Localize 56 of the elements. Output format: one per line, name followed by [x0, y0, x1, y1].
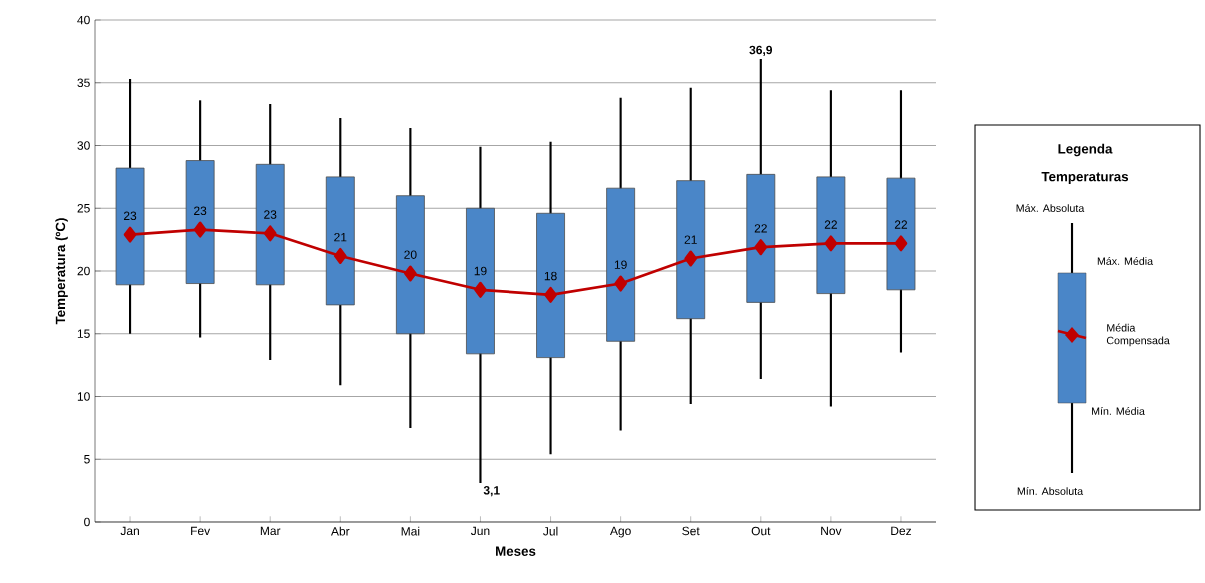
x-tick-label: Mai	[401, 526, 420, 536]
text: Média Compensada	[1106, 323, 1170, 347]
y-tick-label: 30	[77, 141, 90, 150]
text: Mín. Absoluta	[1017, 487, 1084, 495]
point	[123, 226, 137, 243]
x-tick-label: Nov	[821, 526, 842, 536]
data-label: 21	[334, 232, 347, 242]
y-tick-label: 35	[77, 78, 90, 88]
data-label: 22	[824, 220, 837, 229]
y-tick-label: 40	[77, 15, 90, 25]
data-label: 20	[404, 250, 417, 259]
text: Mín. Média	[1092, 407, 1145, 415]
x-tick-label: Jul	[543, 526, 558, 536]
x-tick-label: Mar	[260, 526, 281, 536]
point	[544, 286, 557, 303]
data-label: 22	[754, 224, 767, 233]
point	[193, 221, 207, 238]
y-tick-label: 0	[84, 517, 90, 527]
y-tick-label: 10	[77, 392, 90, 401]
data-label: 22	[894, 220, 908, 229]
point	[474, 281, 487, 298]
y-tick-label: 5	[84, 455, 90, 464]
legend-title: Legenda	[1058, 143, 1113, 157]
annotation: 36,9	[749, 45, 773, 56]
point	[684, 250, 698, 267]
point	[754, 239, 768, 256]
x-tick-label: Jan	[120, 526, 139, 536]
data-label: 23	[123, 211, 137, 221]
y-tick-label: 25	[77, 204, 90, 213]
text: Máx. Absoluta	[1016, 204, 1085, 212]
x-tick-label: Set	[682, 526, 700, 536]
annotation: 3,1	[483, 486, 500, 497]
y-tick-label: 15	[77, 329, 90, 338]
text: Temperaturas	[1041, 172, 1129, 184]
point	[894, 235, 908, 252]
data-label: 19	[614, 260, 627, 269]
x-tick-label: Dez	[891, 526, 912, 536]
x-axis-title: Meses	[496, 546, 536, 556]
data-label: 19	[474, 266, 487, 276]
data-label: 21	[684, 235, 697, 244]
text: Máx. Média	[1097, 257, 1154, 265]
data-label: 18	[544, 271, 557, 281]
point	[333, 247, 347, 264]
x-tick-label: Abr	[330, 526, 350, 536]
point	[263, 225, 277, 242]
x-tick-label: Out	[751, 526, 771, 536]
x-tick-label: Fev	[191, 526, 211, 536]
point	[404, 265, 417, 282]
point	[824, 235, 838, 252]
x-tick-label: Ago	[609, 526, 631, 538]
y-axis-title: Temperatura (ºC)	[55, 218, 68, 325]
data-label: 23	[194, 206, 207, 216]
y-tick-label: 20	[77, 266, 90, 276]
point	[614, 275, 627, 292]
x-tick-label: Jun	[470, 526, 490, 536]
data-label: 23	[264, 210, 277, 219]
